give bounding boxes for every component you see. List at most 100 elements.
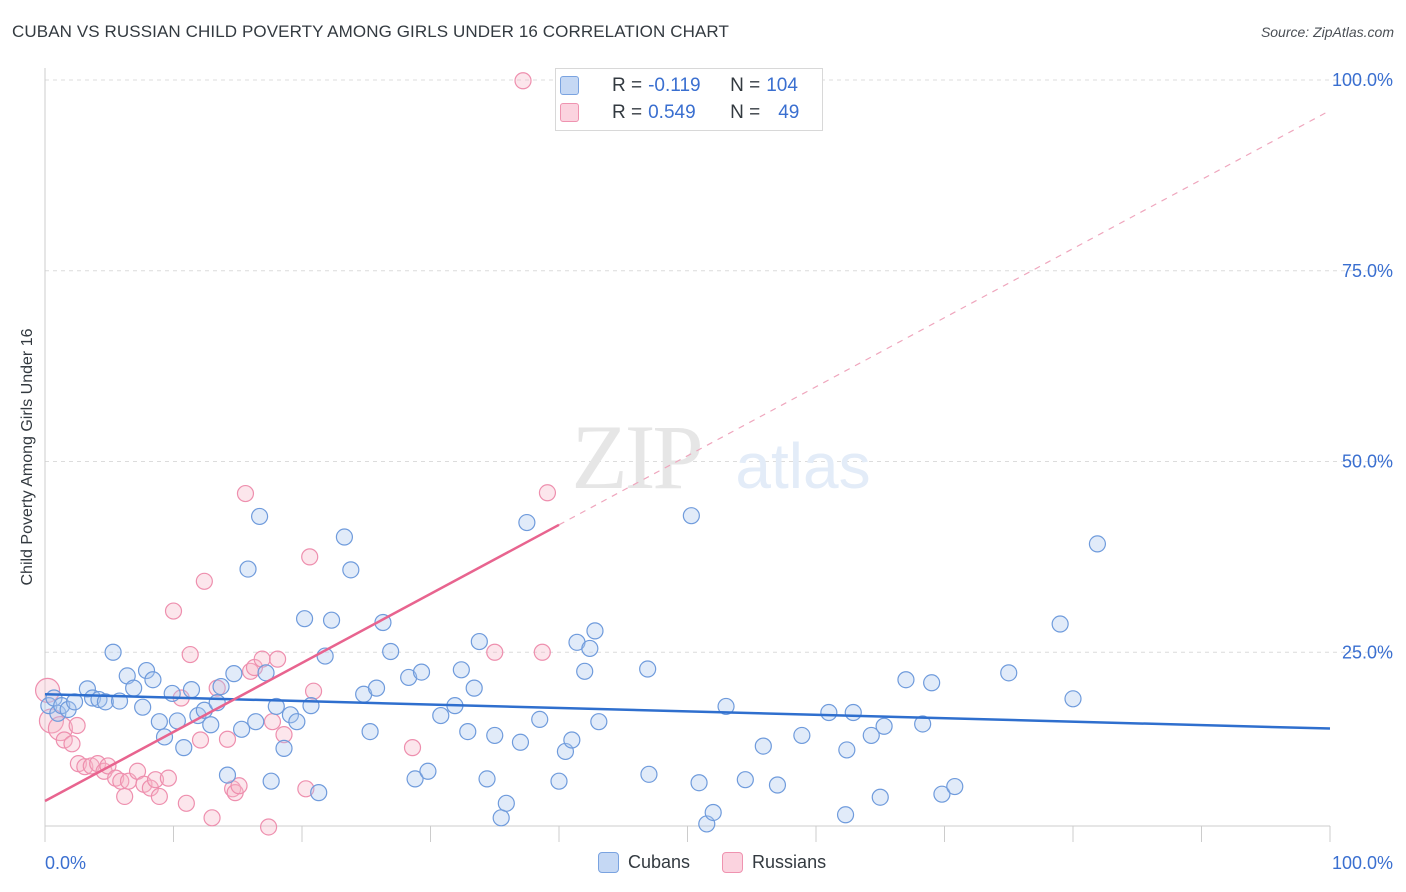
russians-point [230,777,248,795]
x-tick-label: 0.0% [45,853,86,873]
cubans-point [586,622,604,640]
russians-point [259,818,278,836]
cubans-point [125,679,143,697]
cubans-point [134,698,152,716]
cubans-point [946,777,964,796]
cubans-r-label: R = [612,75,643,96]
cubans-point [78,680,97,698]
cubans-point [897,671,915,689]
cubans-point [736,771,754,789]
cubans-point [281,706,300,724]
cubans-point [639,660,657,678]
russians-point [47,715,74,742]
russians-point [191,731,210,749]
russians-point [146,771,165,789]
cubans-point [163,684,181,703]
cubans-point [838,741,856,759]
russians-trend-extension [558,109,1331,526]
cubans-point [322,611,341,629]
cubans-point [682,507,700,525]
cubans-swatch [560,76,579,95]
cubans-point [1088,535,1107,553]
series-legend: Cubans Russians [598,852,858,873]
cubans-point [218,766,237,784]
russians-trend-line [44,523,560,803]
cubans-point [459,723,477,741]
cubans-point [212,677,230,696]
cubans-point [704,803,722,822]
cubans-point [1000,664,1018,682]
cubans-n-value: 104 [766,75,798,96]
russians-legend-swatch [722,852,744,873]
cubans-point [361,723,379,741]
cubans-point [406,770,424,788]
cubans-point [862,726,880,745]
cubans-point [250,507,269,526]
cubans-point [262,772,280,790]
russians-swatch [560,103,579,122]
x-tick-label: 100.0% [1332,853,1393,873]
russians-point [107,769,125,787]
cubans-point [640,765,658,783]
cubans-points [40,507,1107,833]
cubans-point [182,681,201,699]
legend-row-cubans: R = -0.119 N = 104 [560,73,798,99]
russians-point [181,645,199,664]
cubans-point [478,770,496,788]
cubans-point [563,731,581,749]
cubans-point [233,720,251,738]
cubans-point [820,703,838,722]
russians-point [203,809,221,827]
russians-point [514,72,532,90]
cubans-point [844,703,862,722]
cubans-point [83,689,102,707]
cubans-point [1051,615,1069,633]
russians-r-value: 0.549 [648,102,696,123]
cubans-r-value: -0.119 [648,75,701,96]
cubans-point [836,806,855,824]
cubans-point [310,784,328,802]
russians-point [301,548,319,566]
cubans-point [432,706,450,725]
cubans-point [690,774,708,792]
cubans-point [581,639,599,658]
cubans-point [923,674,941,692]
cubans-point [871,788,889,806]
cubans-point [419,762,437,780]
y-tick-label: 100.0% [1332,70,1393,90]
russians-point [150,787,168,806]
cubans-point [137,661,156,680]
cubans-point [342,561,360,579]
legend-row-russians: R = 0.549 N = 49 [560,100,800,126]
cubans-legend-label: Cubans [628,852,691,872]
cubans-point [452,661,470,679]
cubans-point [576,662,594,680]
russians-point [63,735,81,753]
cubans-point [335,528,354,546]
watermark-zip: ZIP [572,406,701,508]
russians-point [195,572,213,590]
trend-lines [44,109,1331,803]
russians-point [164,602,183,620]
cubans-point [518,513,536,532]
cubans-point [175,739,193,757]
russians-point [177,794,195,812]
russians-point [304,682,323,700]
cubans-point [486,726,504,745]
russians-n-value: 49 [778,102,800,123]
tick-labels: 100.0% 75.0% 50.0% 25.0% 0.0% 100.0% [45,70,1393,873]
russians-point [403,739,422,757]
cubans-point [295,610,314,628]
russians-point [263,713,282,731]
russians-point [275,726,293,744]
russians-point [236,484,255,503]
cubans-point [367,679,386,697]
russians-point [486,643,504,661]
cubans-legend-swatch [598,852,619,873]
cubans-point [225,665,243,683]
cubans-point [511,733,530,751]
russians-point [159,769,177,787]
russians-n-label: N = [730,102,761,123]
legend-item-cubans: Cubans [598,852,690,873]
